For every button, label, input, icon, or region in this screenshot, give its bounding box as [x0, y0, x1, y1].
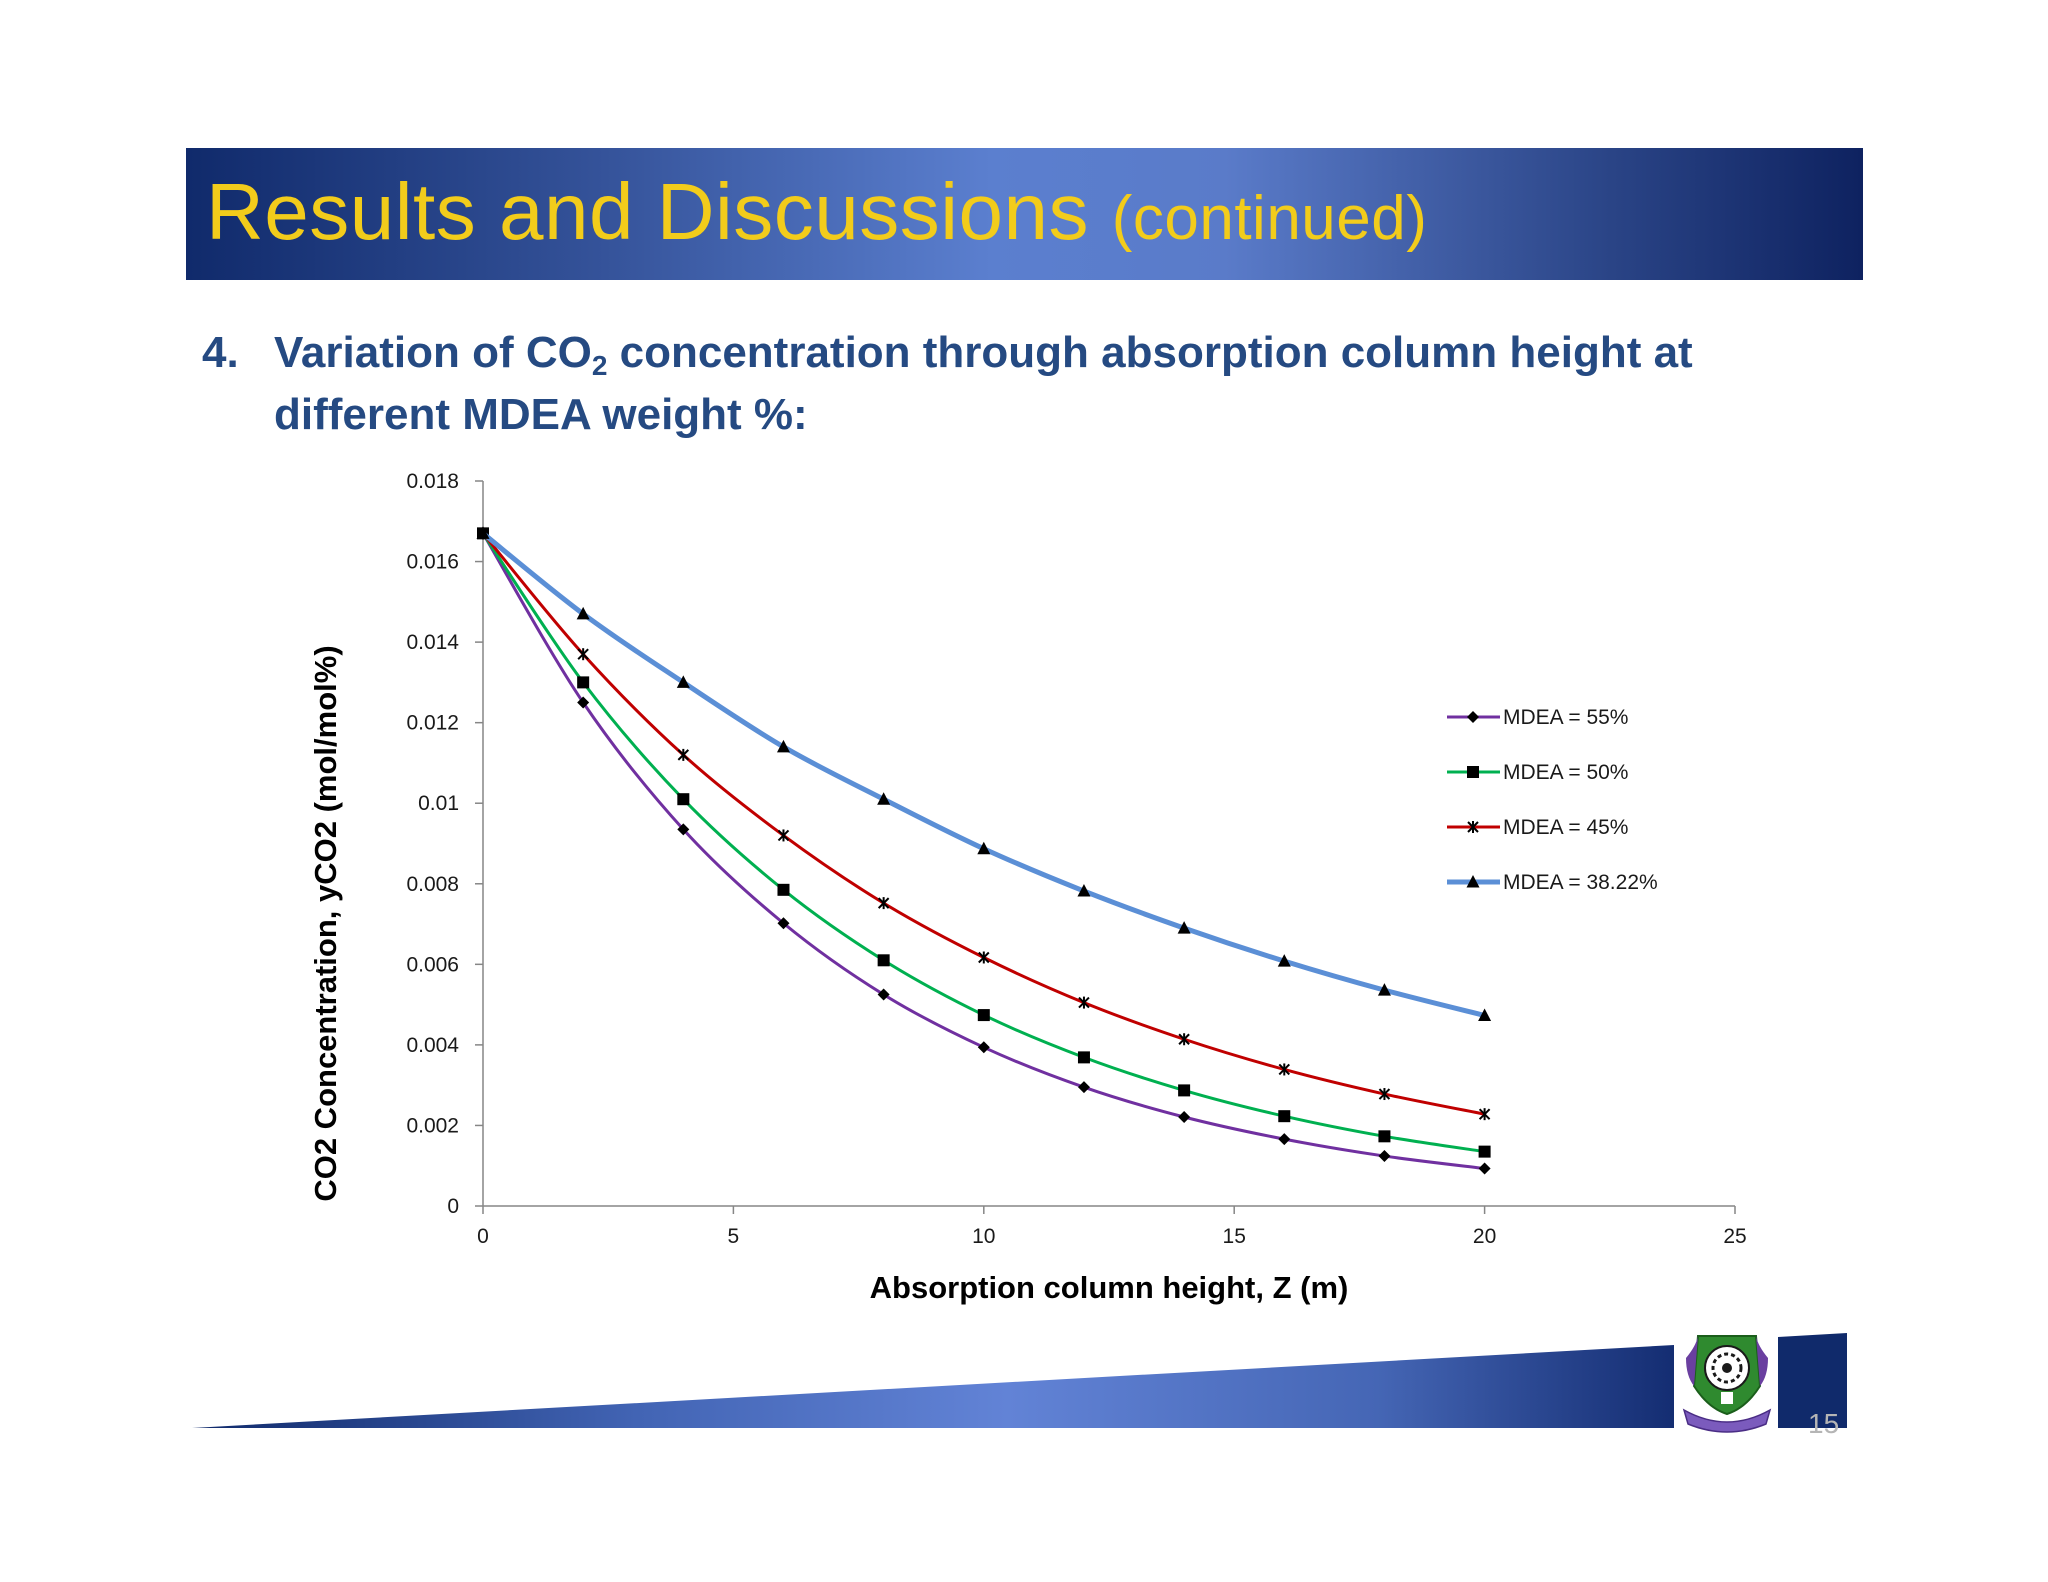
data-point-series-2 [1077, 1051, 1090, 1064]
y-tick-label: 0.016 [406, 551, 459, 574]
y-tick-label: 0.006 [406, 953, 459, 976]
data-point-series-4 [1077, 884, 1091, 897]
data-point-series-3 [777, 829, 790, 842]
series-line-3 [481, 532, 1485, 1116]
legend-marker-3 [1467, 821, 1479, 833]
y-axis-title: CO2 Concentration, yCO2 (mol/mol%) [308, 645, 343, 1201]
university-crest-icon [1682, 1335, 1772, 1433]
data-point-series-4 [977, 841, 991, 855]
slide-subtitle: 4. Variation of CO2 concentration throug… [202, 322, 1762, 446]
slide-title: Results and Discussions (continued) [206, 166, 1427, 258]
legend-label-1: MDEA = 55% [1503, 706, 1628, 729]
data-point-series-2 [977, 1009, 990, 1022]
legend-label-2: MDEA = 50% [1503, 761, 1628, 784]
data-point-series-2 [777, 883, 790, 896]
data-point-series-1 [1478, 1162, 1491, 1175]
data-point-series-4 [1377, 983, 1391, 996]
bottom-wedge-left [192, 1345, 1674, 1428]
data-point-series-1 [677, 823, 690, 836]
x-tick-label: 0 [477, 1225, 489, 1248]
data-point-series-3 [877, 897, 890, 910]
data-point-series-4 [1177, 921, 1191, 934]
y-tick-label: 0.004 [406, 1034, 459, 1057]
slide-title-main: Results and Discussions [206, 167, 1089, 256]
data-point-series-2 [577, 676, 590, 689]
title-banner [186, 148, 1863, 280]
y-tick-label: 0.014 [406, 631, 459, 654]
y-tick-label: 0 [447, 1195, 459, 1218]
legend-label-3: MDEA = 45% [1503, 816, 1628, 839]
subtitle-number: 4. [202, 328, 239, 377]
data-point-series-1 [1077, 1081, 1090, 1094]
slide-title-sub: (continued) [1111, 184, 1428, 253]
subtitle-part1: Variation of CO [274, 328, 592, 377]
data-point-series-3 [1378, 1088, 1391, 1101]
subtitle-subscript: 2 [591, 350, 608, 381]
y-tick-label: 0.01 [418, 792, 459, 815]
data-point-series-2 [877, 954, 890, 967]
data-point-series-1 [877, 988, 890, 1001]
series-line-2 [481, 532, 1485, 1154]
legend-marker-4 [1466, 875, 1480, 888]
data-point-series-3 [1278, 1063, 1290, 1076]
data-point-series-1 [1278, 1133, 1291, 1146]
data-point-series-1 [977, 1041, 990, 1054]
y-tick-label: 0.018 [406, 470, 459, 493]
data-point-series-1 [577, 696, 590, 709]
data-point-series-4 [877, 792, 891, 805]
data-point-series-3 [978, 951, 990, 964]
data-point-series-4 [576, 606, 590, 620]
data-point-series-1 [1378, 1150, 1391, 1163]
data-point-series-2 [677, 793, 690, 806]
data-point-series-4 [476, 526, 490, 539]
data-point-series-2 [1378, 1130, 1391, 1143]
data-point-series-2 [1278, 1110, 1291, 1123]
x-tick-label: 10 [972, 1225, 995, 1248]
data-point-series-4 [1478, 1008, 1492, 1021]
subtitle-part2: concentration through absorption column … [274, 328, 1693, 439]
x-axis-title: Absorption column height, Z (m) [870, 1270, 1349, 1305]
data-point-series-4 [776, 739, 790, 753]
legend-marker-2 [1467, 766, 1479, 778]
y-tick-label: 0.002 [406, 1114, 459, 1137]
y-tick-label: 0.008 [406, 873, 459, 896]
data-point-series-3 [577, 648, 589, 661]
data-point-series-4 [676, 675, 690, 688]
x-tick-label: 15 [1223, 1225, 1246, 1248]
legend-label-4: MDEA = 38.22% [1503, 871, 1658, 894]
y-tick-label: 0.012 [406, 712, 459, 735]
x-tick-label: 20 [1473, 1225, 1496, 1248]
data-point-series-3 [1478, 1108, 1491, 1121]
data-point-series-2 [1178, 1084, 1191, 1097]
page-number: 15 [1808, 1408, 1840, 1439]
data-point-series-3 [677, 748, 690, 761]
data-point-series-1 [1178, 1110, 1191, 1123]
x-tick-label: 5 [728, 1225, 740, 1248]
data-point-series-3 [1078, 996, 1090, 1009]
series-line-1 [481, 532, 1485, 1171]
data-point-series-1 [777, 917, 790, 930]
bottom-wedge-right [1778, 1333, 1847, 1428]
subtitle-text: Variation of CO2 concentration through a… [202, 322, 1762, 446]
x-tick-label: 25 [1723, 1225, 1746, 1248]
data-point-series-4 [1277, 954, 1291, 967]
data-point-series-2 [1478, 1145, 1491, 1158]
legend-marker-1 [1467, 711, 1479, 723]
data-point-series-3 [1178, 1033, 1190, 1046]
